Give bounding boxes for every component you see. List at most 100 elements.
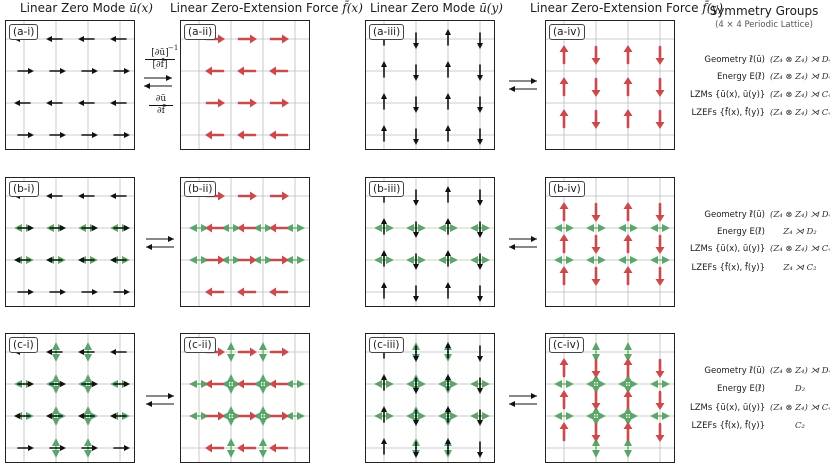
- zero-mode-arrow-head: [413, 232, 419, 238]
- zero-mode-arrow-head: [124, 68, 130, 74]
- double-arrow-icon: [146, 236, 174, 250]
- green-arrow-head: [566, 380, 574, 388]
- green-arrow-head: [566, 224, 574, 232]
- green-arrow-head: [285, 224, 293, 232]
- zero-mode-arrow-head: [110, 413, 116, 419]
- fraction-denominator: [∂f̄]: [145, 59, 175, 71]
- force-arrow-head: [205, 287, 212, 297]
- zero-mode-arrow-head: [477, 139, 483, 145]
- force-arrow-head: [237, 223, 244, 233]
- green-arrow-head: [52, 418, 60, 426]
- double-arrow-icon: [509, 236, 537, 250]
- zero-mode-arrow-head: [92, 381, 98, 387]
- symmetry-value: (Z₄ ⊗ Z₄) ⋊ C₄: [770, 108, 830, 118]
- force-arrow-head: [237, 379, 244, 389]
- zero-mode-arrow-head: [46, 36, 52, 42]
- symmetry-value: Z₄ ⋊ C₂: [783, 263, 817, 273]
- green-arrow-head: [259, 406, 267, 414]
- symmetry-key: Energy E(ℓ̄): [717, 384, 765, 394]
- fraction-exponent: −1: [168, 44, 179, 52]
- force-arrow-head: [205, 66, 212, 76]
- green-arrow-head: [662, 256, 670, 264]
- zero-mode-arrow-head: [413, 75, 419, 81]
- force-arrow-head: [591, 279, 601, 286]
- symmetry-key: LZMs {ū(x), ū(y)}: [690, 403, 766, 413]
- symmetry-key: LZEFs {f̄(x), f̄(y)}: [691, 421, 765, 431]
- green-arrow-head: [227, 374, 235, 382]
- zero-mode-arrow-head: [445, 93, 451, 99]
- green-arrow-head: [482, 380, 490, 388]
- panel-label: (b-i): [9, 181, 39, 197]
- fraction-numerator: ∂ū: [155, 94, 167, 104]
- green-arrow-head: [84, 406, 92, 414]
- zero-mode-arrow-head: [110, 349, 116, 355]
- green-arrow-head: [227, 342, 235, 350]
- green-arrow-head: [189, 256, 197, 264]
- symmetry-key: LZEFs {f̄(x), f̄(y)}: [691, 263, 765, 273]
- panel-label: (a-iii): [369, 24, 405, 40]
- panel-a-iv: (a-iv): [545, 20, 675, 150]
- force-arrow-head: [205, 130, 212, 140]
- double-arrow-icon: [509, 78, 537, 92]
- force-arrow-head: [655, 279, 665, 286]
- green-arrow-head: [662, 380, 670, 388]
- zero-mode-arrow-head: [110, 100, 116, 106]
- zero-mode-arrow-head: [46, 257, 52, 263]
- force-arrow-head: [655, 371, 665, 378]
- zero-mode-arrow-head: [78, 349, 84, 355]
- force-arrow-head: [559, 234, 569, 241]
- zero-mode-arrow-head: [413, 296, 419, 302]
- zero-mode-arrow-head: [413, 420, 419, 426]
- zero-mode-arrow-head: [60, 68, 66, 74]
- column-title-lzm-x: Linear Zero Mode ū(x): [20, 1, 153, 15]
- symmetry-value: (Z₄ ⊗ Z₄) ⋊ D₄: [770, 55, 830, 65]
- green-arrow-head: [450, 256, 458, 264]
- green-arrow-head: [592, 450, 600, 458]
- double-arrow-icon: [144, 75, 172, 89]
- green-arrow-head: [650, 380, 658, 388]
- green-arrow-head: [189, 412, 197, 420]
- lattice-diagram: [366, 334, 494, 462]
- force-arrow-head: [237, 130, 244, 140]
- panel-label: (c-iv): [549, 337, 584, 353]
- panel-label: (b-iii): [369, 181, 405, 197]
- zero-mode-arrow-head: [477, 356, 483, 362]
- symmetry-value: (Z₄ ⊗ Z₄) ⋊ C₄: [770, 90, 830, 100]
- force-arrow-head: [623, 234, 633, 241]
- column-title-symbol: f̄(x): [342, 1, 363, 15]
- green-arrow-head: [259, 438, 267, 446]
- green-arrow-head: [84, 418, 92, 426]
- force-arrow-head: [282, 34, 289, 44]
- green-arrow-head: [52, 374, 60, 382]
- force-arrow-head: [250, 347, 257, 357]
- force-arrow-head: [559, 266, 569, 273]
- symmetry-value: Z₄ ⋊ D₂: [783, 227, 817, 237]
- symmetry-groups-subtitle: (4 × 4 Periodic Lattice): [715, 20, 813, 30]
- green-arrow-head: [470, 256, 478, 264]
- force-arrow-head: [623, 45, 633, 52]
- column-title-lzef-y: Linear Zero-Extension Force f̄(y): [530, 1, 723, 15]
- panel-label: (b-iv): [549, 181, 585, 197]
- green-arrow-head: [84, 354, 92, 362]
- green-arrow-head: [52, 450, 60, 458]
- force-arrow-head: [269, 223, 276, 233]
- green-arrow-head: [386, 380, 394, 388]
- force-arrow-head: [269, 130, 276, 140]
- green-arrow-head: [233, 256, 241, 264]
- zero-mode-arrow-head: [92, 132, 98, 138]
- zero-mode-arrow-head: [60, 132, 66, 138]
- zero-mode-arrow-head: [124, 289, 130, 295]
- force-arrow-head: [591, 122, 601, 129]
- zero-mode-arrow-head: [477, 296, 483, 302]
- panel-c-iii: (c-iii): [365, 333, 495, 463]
- zero-mode-arrow-head: [110, 36, 116, 42]
- symmetry-key: LZMs {ū(x), ū(y)}: [690, 90, 766, 100]
- green-arrow-head: [84, 342, 92, 350]
- symmetry-value: (Z₄ ⊗ Z₄) ⋊ C₄: [770, 244, 830, 254]
- force-arrow-head: [282, 255, 289, 265]
- zero-mode-arrow-head: [60, 445, 66, 451]
- column-title-text: Linear Zero Mode: [20, 1, 126, 15]
- force-arrow-head: [269, 66, 276, 76]
- zero-mode-arrow-head: [381, 61, 387, 67]
- symmetry-key: LZMs {ū(x), ū(y)}: [690, 244, 766, 254]
